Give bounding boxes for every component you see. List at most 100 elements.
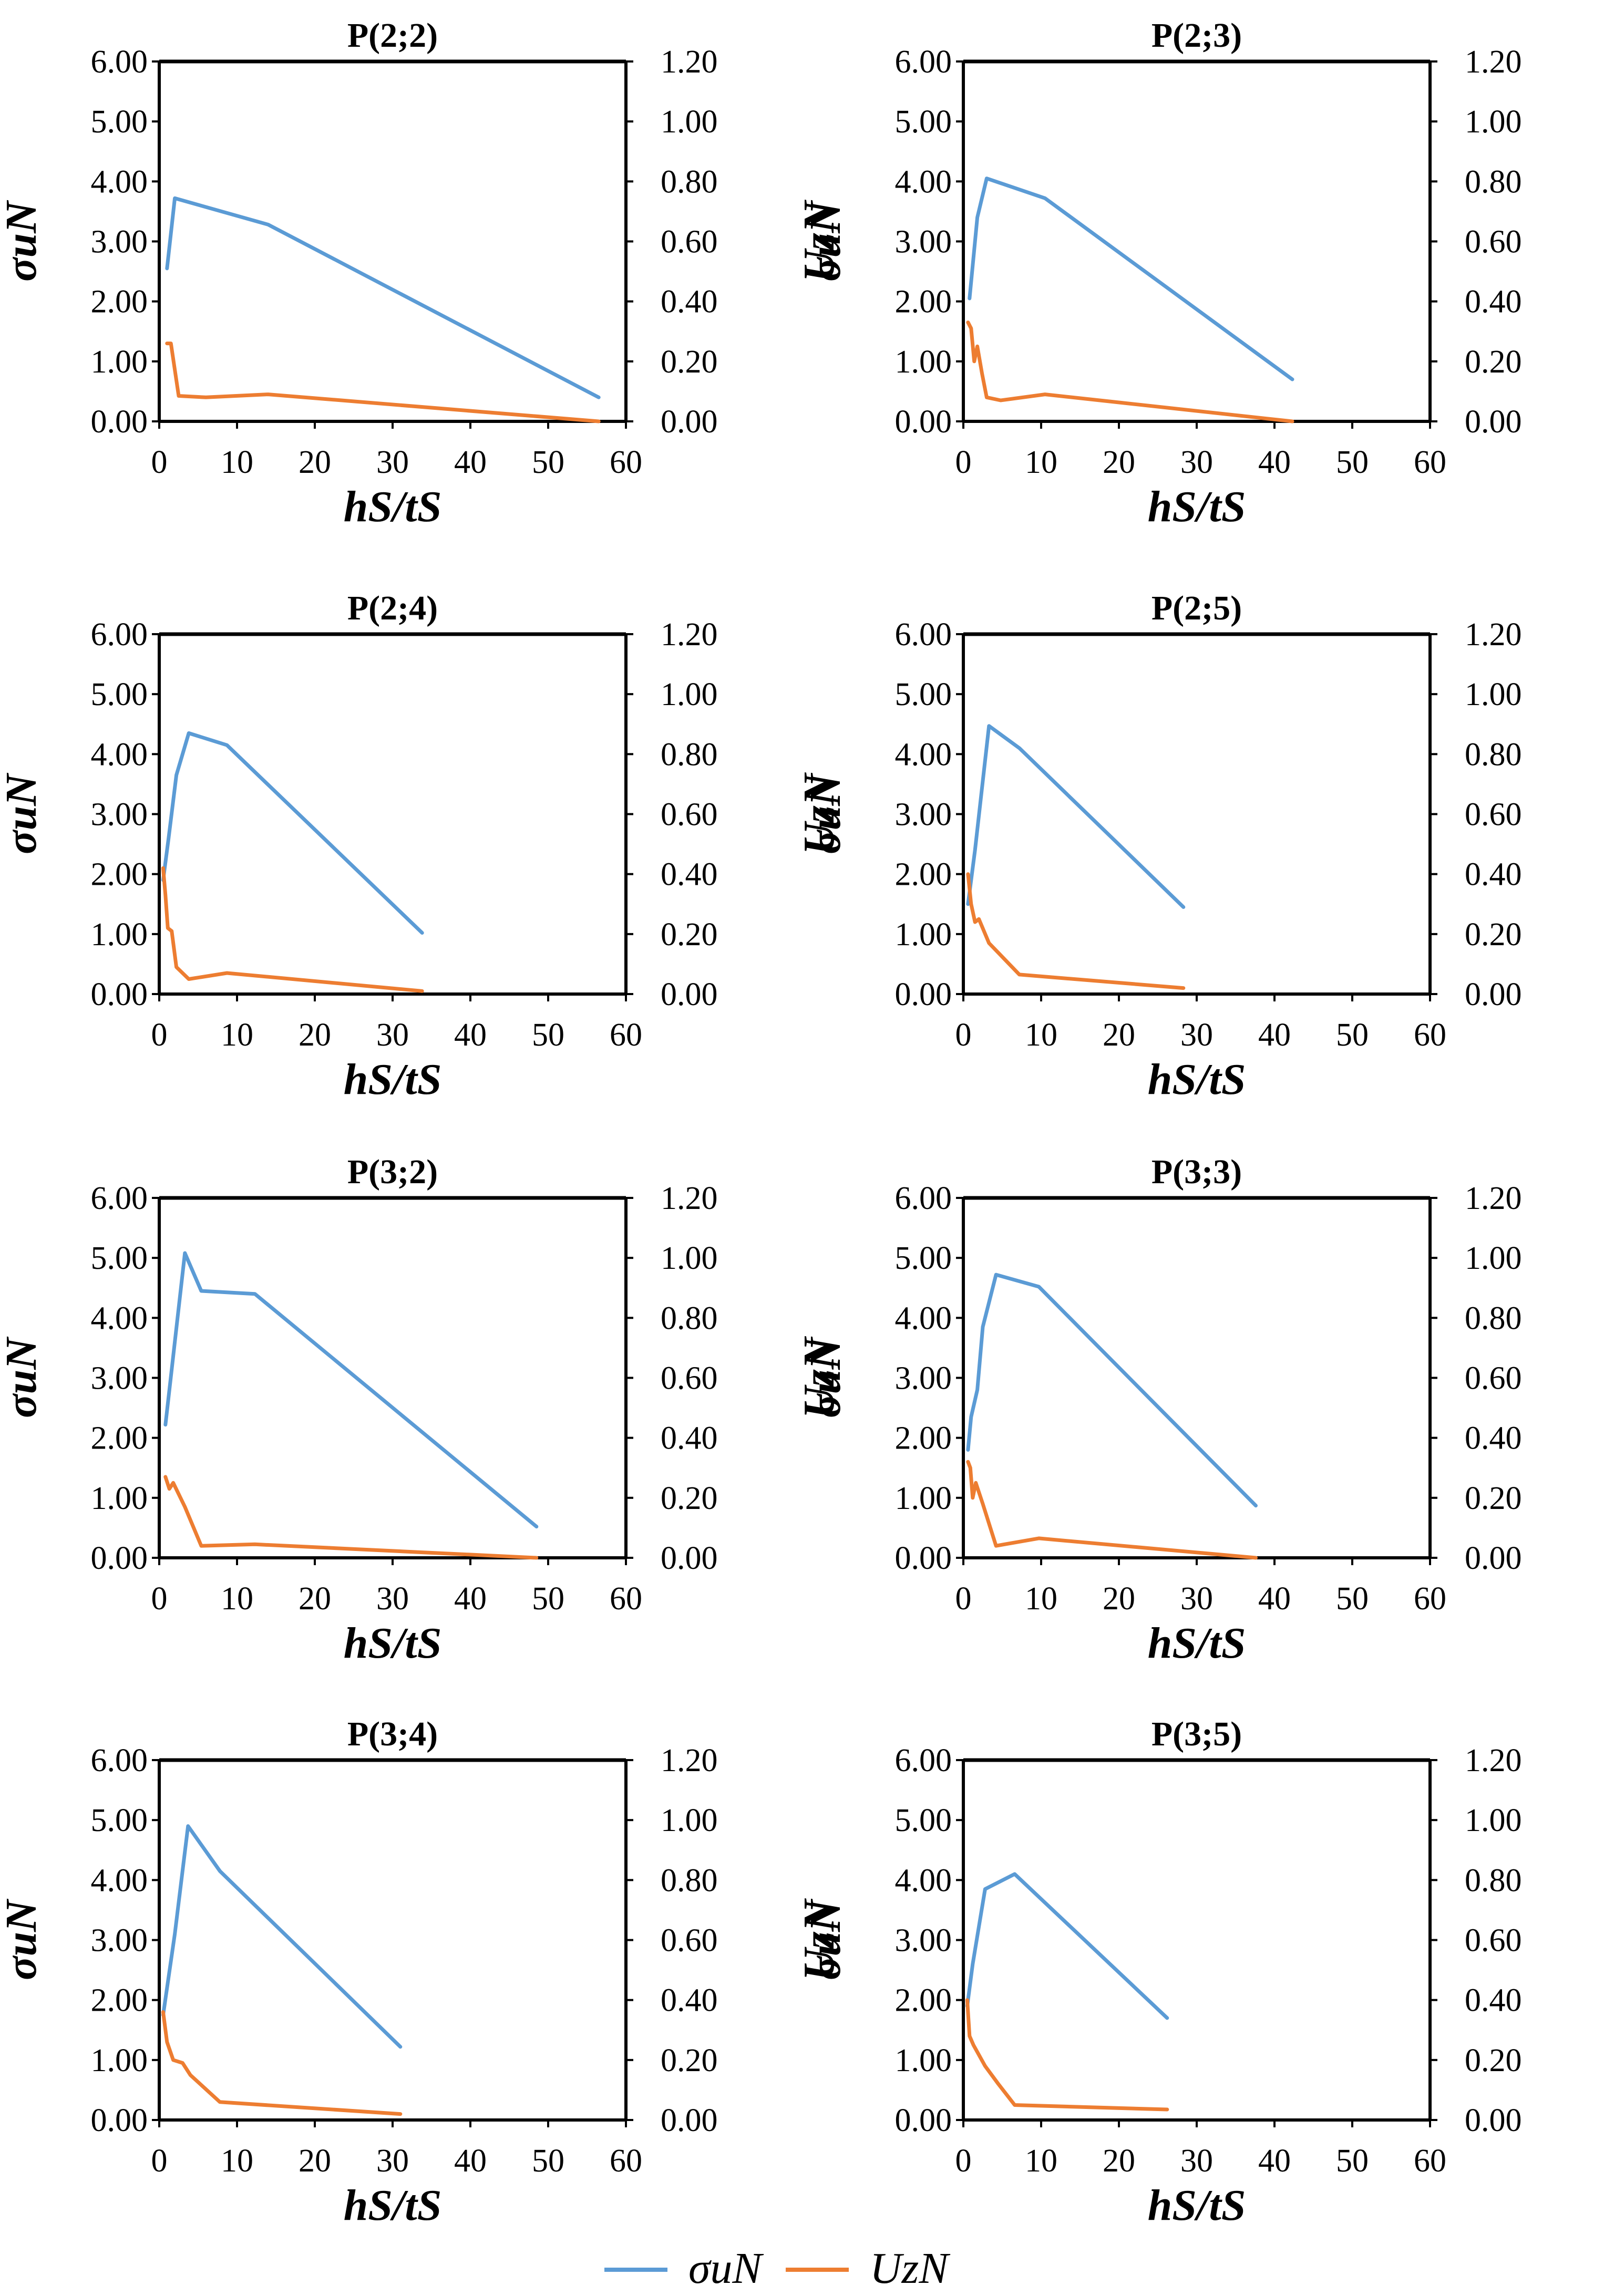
y-tick-label: 2.00 — [91, 284, 148, 320]
y-tick-label: 5.00 — [895, 104, 952, 140]
y2-tick-label: 0.20 — [1465, 344, 1522, 380]
chart-title: P(3;2) — [347, 1153, 438, 1191]
series-uzn-line — [965, 1998, 1169, 2112]
y2-tick-label: 1.00 — [1465, 1240, 1522, 1276]
plot-area — [158, 1197, 627, 1559]
y-tick-label: 3.00 — [91, 1361, 148, 1397]
y-axis-title: σuN — [801, 200, 850, 282]
x-tick-label: 10 — [221, 444, 253, 480]
x-tick-label: 10 — [1025, 2143, 1057, 2179]
y2-tick-label: 1.00 — [661, 677, 718, 712]
y-tick-label: 5.00 — [91, 1240, 148, 1276]
chart-title: P(3;5) — [1151, 1715, 1242, 1753]
y2-tick-label: 1.20 — [661, 1181, 718, 1216]
y2-tick-label: 0.60 — [661, 224, 718, 260]
y2-axis-title: UzN — [1599, 1898, 1604, 1980]
x-tick-label: 20 — [1103, 1017, 1135, 1053]
x-tick-label: 50 — [532, 1017, 564, 1053]
x-tick-label: 0 — [151, 444, 168, 480]
x-tick-label: 10 — [1025, 1017, 1057, 1053]
y-tick-label: 2.00 — [895, 1421, 952, 1456]
y2-tick-label: 0.00 — [661, 977, 718, 1012]
x-tick-label: 40 — [1258, 1581, 1291, 1617]
y2-axis-title: UzN — [795, 1898, 844, 1980]
x-tick-label: 50 — [532, 444, 564, 480]
x-tick-label: 50 — [1336, 2143, 1369, 2179]
y2-tick-label: 0.60 — [661, 797, 718, 833]
y-tick-label: 4.00 — [91, 164, 148, 200]
series-sigma-line — [966, 724, 1186, 909]
y2-tick-label: 1.20 — [1465, 617, 1522, 653]
x-tick-label: 30 — [1180, 1581, 1213, 1617]
x-tick-label: 60 — [610, 444, 642, 480]
y-tick-label: 3.00 — [895, 1923, 952, 1959]
x-tick-label: 50 — [1336, 1581, 1369, 1617]
x-tick-label: 0 — [955, 1017, 972, 1053]
x-tick-label: 40 — [454, 444, 487, 480]
chart-panel: P(3;3) 0.00 1.00 2.00 3.00 4.00 5.00 6.00 0.00 0.… — [801, 1153, 1604, 1668]
plot-area — [962, 1197, 1431, 1559]
series-uzn-line — [165, 342, 601, 423]
y2-tick-label: 0.00 — [661, 404, 718, 440]
y2-tick-label: 0.60 — [661, 1361, 718, 1397]
y2-tick-label: 0.40 — [1465, 284, 1522, 320]
series-sigma-line — [965, 1872, 1169, 2020]
legend: σuN UzN — [604, 2244, 950, 2293]
x-tick-label: 30 — [376, 2143, 409, 2179]
x-tick-label: 20 — [299, 1581, 331, 1617]
plot-area — [158, 1759, 627, 2121]
x-tick-label: 60 — [1414, 1017, 1446, 1053]
y2-tick-label: 0.60 — [661, 1923, 718, 1959]
y-tick-label: 3.00 — [91, 224, 148, 260]
x-tick-label: 50 — [1336, 1017, 1369, 1053]
y2-tick-label: 0.40 — [661, 284, 718, 320]
y2-tick-label: 1.00 — [661, 104, 718, 140]
plot-area — [962, 633, 1431, 995]
y-axis-title: σuN — [0, 772, 46, 854]
y2-tick-label: 0.80 — [661, 1300, 718, 1336]
y2-tick-label: 0.00 — [1465, 404, 1522, 440]
y-tick-label: 3.00 — [91, 797, 148, 833]
y-axis-title: σuN — [0, 1898, 46, 1980]
y-axis-title: σuN — [0, 200, 46, 282]
y-tick-label: 5.00 — [895, 1240, 952, 1276]
chart-title: P(2;2) — [347, 16, 438, 55]
y2-tick-label: 0.60 — [1465, 224, 1522, 260]
series-uzn-line — [163, 1475, 539, 1560]
y-tick-label: 6.00 — [91, 1743, 148, 1778]
y2-axis-title: UzN — [1599, 772, 1604, 854]
x-tick-label: 20 — [1103, 1581, 1135, 1617]
y-tick-label: 6.00 — [895, 617, 952, 653]
y2-tick-label: 0.20 — [1465, 917, 1522, 953]
chart-panel: P(2;3) 0.00 1.00 2.00 3.00 4.00 5.00 6.00 0.00 0.… — [801, 16, 1604, 531]
y-axis-title: σuN — [0, 1336, 46, 1418]
plot-area — [962, 1759, 1431, 2121]
x-tick-label: 20 — [299, 444, 331, 480]
y-tick-label: 0.00 — [895, 404, 952, 440]
series-sigma-line — [165, 196, 601, 399]
y2-tick-label: 0.80 — [1465, 1300, 1522, 1336]
y2-tick-label: 0.00 — [661, 2103, 718, 2138]
x-axis-title: hS/tS — [344, 2181, 442, 2230]
x-tick-label: 40 — [1258, 444, 1291, 480]
x-axis-title: hS/tS — [1148, 1055, 1246, 1104]
y2-tick-label: 0.00 — [1465, 977, 1522, 1012]
y2-tick-label: 0.80 — [1465, 164, 1522, 200]
plot-area — [158, 633, 627, 995]
y-tick-label: 5.00 — [895, 677, 952, 712]
y2-tick-label: 0.80 — [661, 1863, 718, 1898]
x-tick-label: 10 — [1025, 1581, 1057, 1617]
y-tick-label: 0.00 — [91, 1540, 148, 1576]
y-tick-label: 2.00 — [91, 1421, 148, 1456]
x-tick-label: 0 — [151, 1017, 168, 1053]
y2-tick-label: 1.20 — [1465, 44, 1522, 80]
y2-axis-title: UzN — [795, 1336, 844, 1418]
x-tick-label: 40 — [454, 1017, 487, 1053]
y-tick-label: 2.00 — [895, 284, 952, 320]
y-axis-title: σuN — [801, 1898, 850, 1980]
y-tick-label: 0.00 — [895, 977, 952, 1012]
y-tick-label: 5.00 — [91, 1803, 148, 1838]
series-uzn-line — [966, 1460, 1258, 1560]
y2-tick-label: 0.60 — [1465, 1361, 1522, 1397]
series-uzn-line — [161, 866, 424, 993]
